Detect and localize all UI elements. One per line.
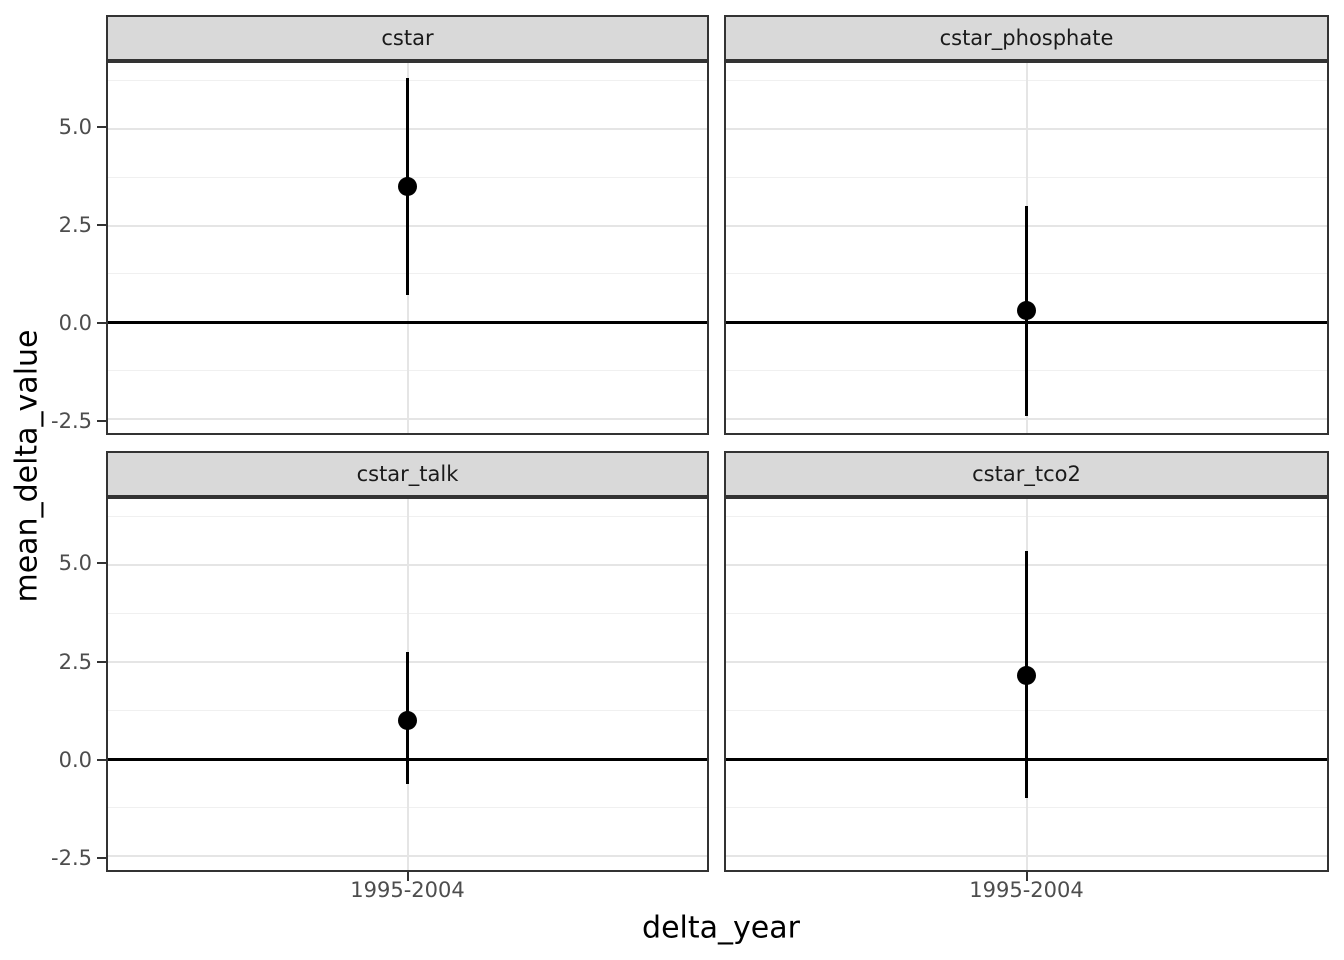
facet-panel-cstar-tco2 (724, 497, 1329, 872)
point-marker (1017, 666, 1036, 686)
y-axis-tick-label: 0.0 (58, 311, 92, 336)
y-axis-tick-mark (97, 857, 106, 860)
y-axis-tick-label: -2.5 (51, 409, 92, 434)
facet-strip-cstar-phosphate: cstar_phosphate (724, 15, 1329, 61)
facet-strip-label: cstar_talk (356, 462, 459, 486)
facet-panel-cstar (106, 61, 709, 435)
y-axis-tick-label: 0.0 (58, 747, 92, 772)
y-axis-tick-mark (97, 420, 106, 423)
x-axis-title: delta_year (642, 910, 800, 946)
facet-strip-cstar: cstar (106, 15, 709, 61)
y-axis-tick-label: 2.5 (58, 649, 92, 674)
y-axis-tick-mark (97, 322, 106, 325)
x-axis-tick-mark (406, 872, 409, 881)
y-axis-tick-label: 5.0 (58, 551, 92, 576)
zero-reference-line (108, 320, 707, 324)
facet-strip-cstar-tco2: cstar_tco2 (724, 451, 1329, 497)
facet-panel-cstar-phosphate (724, 61, 1329, 435)
facet-strip-label: cstar_tco2 (972, 462, 1081, 486)
y-axis-tick-mark (97, 660, 106, 663)
facet-strip-label: cstar (381, 26, 434, 50)
point-marker (1017, 301, 1036, 321)
y-axis-tick-mark (97, 758, 106, 761)
x-axis-tick-label: 1995-2004 (350, 878, 465, 902)
y-axis-tick-label: 2.5 (58, 213, 92, 238)
facet-panel-cstar-talk (106, 497, 709, 872)
y-axis-tick-mark (97, 126, 106, 129)
point-marker (398, 177, 417, 197)
y-axis-tick-mark (97, 562, 106, 565)
x-axis-tick-mark (1025, 872, 1028, 881)
y-axis-tick-label: -2.5 (51, 846, 92, 871)
y-axis-tick-label: 5.0 (58, 115, 92, 140)
y-axis-tick-mark (97, 224, 106, 227)
facet-strip-cstar-talk: cstar_talk (106, 451, 709, 497)
point-marker (398, 710, 417, 730)
facet-strip-label: cstar_phosphate (939, 26, 1114, 50)
x-axis-tick-label: 1995-2004 (969, 878, 1084, 902)
